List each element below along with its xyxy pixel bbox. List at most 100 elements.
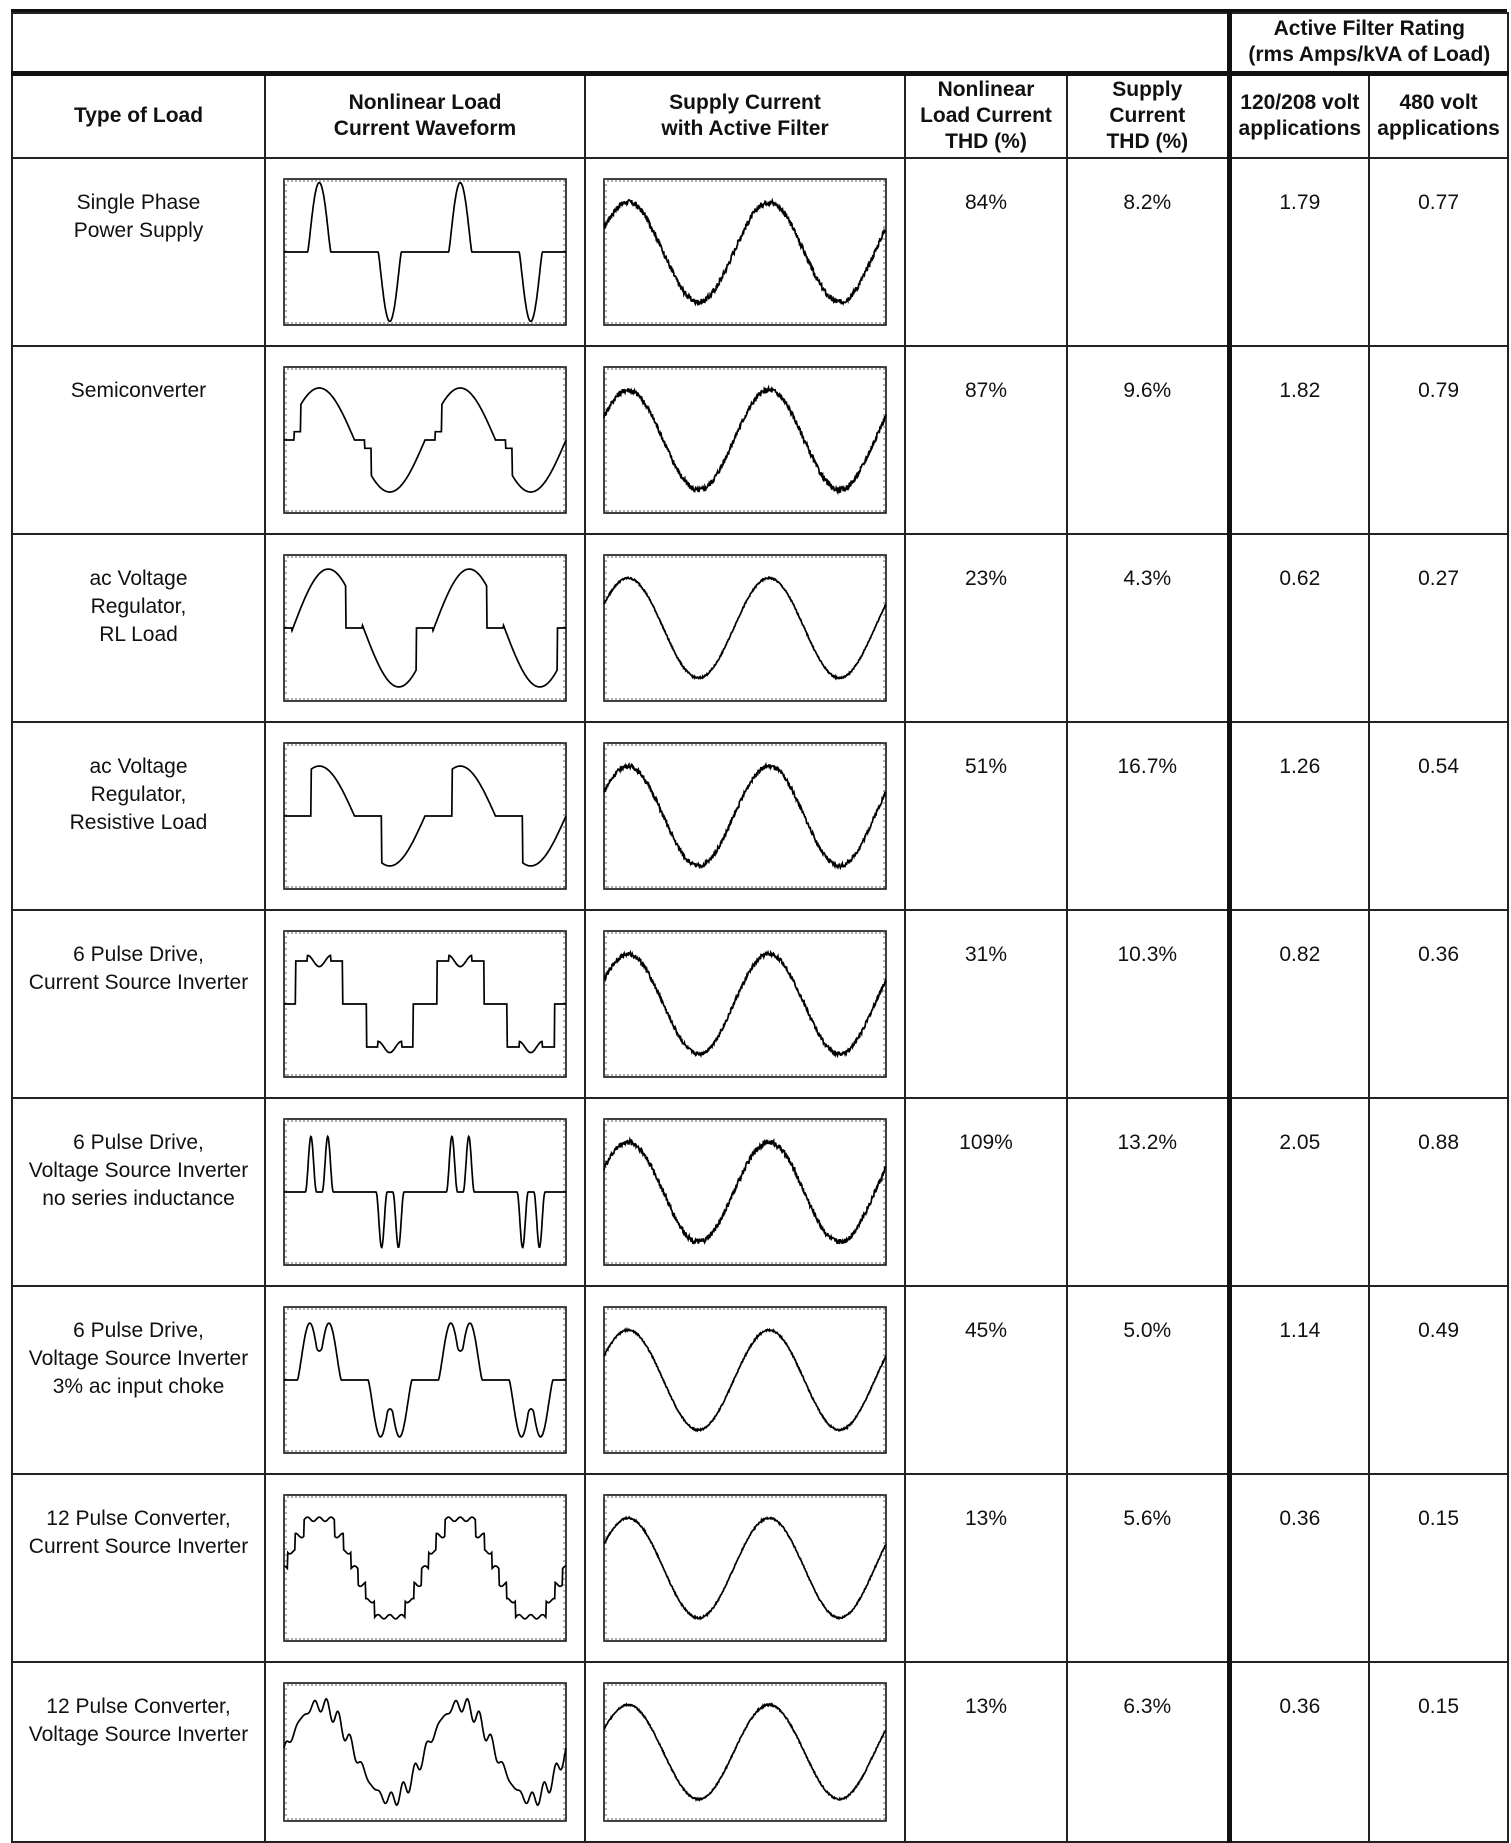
waveform-ticks [283, 1306, 566, 1453]
load-thd-cell: 45% [904, 1285, 1068, 1475]
load-type-cell: 12 Pulse Converter, Current Source Invert… [11, 1473, 266, 1663]
col-supply-thd-l1: Supply [1112, 78, 1183, 102]
rating-480-cell: 0.15 [1368, 1473, 1510, 1663]
header-blank-cell [10, 12, 1231, 74]
table-row: 12 Pulse Converter, Current Source Invert… [11, 1473, 1510, 1663]
supply-waveform [603, 178, 887, 326]
waveform-trace [603, 384, 887, 496]
waveform-trace [603, 1326, 887, 1433]
load-thd-cell: 13% [904, 1661, 1068, 1843]
rating-120-cell: 1.14 [1226, 1285, 1371, 1475]
col-supply-wave-l1: Supply Current [669, 91, 821, 115]
table-row: 6 Pulse Drive, Voltage Source Inverter no … [11, 1097, 1510, 1287]
load-waveform [283, 1494, 567, 1642]
load-type-line: Single Phase [76, 191, 201, 214]
supply-waveform [603, 554, 887, 702]
supply-waveform-cell [584, 533, 906, 723]
waveform-frame [603, 742, 887, 890]
load-waveform-cell [264, 1285, 586, 1475]
rating-group-line-2: (rms Amps/kVA of Load) [1248, 43, 1491, 67]
col-supply-wave-l2: with Active Filter [661, 117, 829, 141]
col-load-wave-l1: Nonlinear Load [348, 91, 502, 115]
table-row: ac Voltage Regulator, RL Load 23% 4.3% 0.62 0.… [11, 533, 1510, 723]
header-group-row: Active Filter Rating (rms Amps/kVA of Lo… [10, 12, 1510, 74]
load-type-line: Current Source Inverter [28, 1535, 249, 1558]
supply-waveform-cell [584, 1661, 906, 1843]
supply-waveform-cell [584, 1097, 906, 1287]
load-waveform-cell [264, 157, 586, 347]
waveform-ticks [283, 178, 566, 325]
load-waveform [283, 554, 567, 702]
waveform-trace [603, 575, 887, 681]
load-type-line: 6 Pulse Drive, [73, 943, 204, 966]
load-type-line: Power Supply [73, 219, 204, 242]
supply-thd-cell: 13.2% [1065, 1097, 1231, 1287]
table-row: ac Voltage Regulator, Resistive Load 51% 16.… [11, 721, 1510, 911]
rating-group-header: Active Filter Rating (rms Amps/kVA of Lo… [1226, 12, 1510, 74]
col-type-text: Type of Load [73, 104, 204, 128]
waveform-trace [284, 1322, 566, 1438]
load-type-cell: Single Phase Power Supply [11, 157, 266, 347]
load-type-cell: 6 Pulse Drive, Current Source Inverter [11, 909, 266, 1099]
waveform-frame [603, 1306, 887, 1454]
waveform-frame [603, 1118, 887, 1266]
col-load-thd: Nonlinear Load Current THD (%) [904, 70, 1068, 159]
supply-waveform-cell [584, 345, 906, 535]
waveform-trace [284, 1134, 566, 1249]
waveform-ticks [603, 1682, 886, 1822]
waveform-trace [284, 387, 567, 493]
load-type-line: ac Voltage [89, 755, 188, 778]
rating-480-cell: 0.54 [1368, 721, 1510, 911]
waveform-trace [603, 1701, 887, 1803]
load-thd-cell: 13% [904, 1473, 1068, 1663]
load-type-cell: Semiconverter [11, 345, 266, 535]
load-type-line: Voltage Source Inverter [28, 1723, 249, 1746]
waveform-frame [603, 366, 887, 514]
supply-waveform-cell [584, 157, 906, 347]
load-type-line: Voltage Source Inverter [28, 1347, 249, 1370]
load-waveform-cell [264, 1473, 586, 1663]
rating-480-cell: 0.36 [1368, 909, 1510, 1099]
waveform-ticks [603, 742, 886, 889]
load-thd-cell: 23% [904, 533, 1068, 723]
table-row: 6 Pulse Drive, Voltage Source Inverter 3% … [11, 1285, 1510, 1475]
load-type-line: RL Load [99, 623, 178, 646]
waveform-frame [603, 1682, 887, 1822]
load-type-line: Semiconverter [70, 379, 207, 402]
col-480-volt: 480 volt applications [1368, 70, 1510, 159]
waveform-ticks [603, 1306, 886, 1453]
load-type-line: ac Voltage [89, 567, 188, 590]
rating-120-cell: 2.05 [1226, 1097, 1371, 1287]
waveform-trace [284, 568, 566, 688]
col-supply-thd-l2: Current [1109, 104, 1186, 128]
supply-thd-cell: 10.3% [1065, 909, 1231, 1099]
load-waveform-cell [264, 721, 586, 911]
waveform-trace [283, 1697, 567, 1807]
waveform-trace [603, 1136, 887, 1245]
waveform-ticks [283, 1494, 566, 1641]
table-row: Single Phase Power Supply 84% 8.2% 1.79 0.77 [11, 157, 1510, 347]
waveform-ticks [603, 554, 886, 701]
load-waveform [283, 178, 567, 326]
table-top-border [11, 9, 1507, 14]
waveform-trace [283, 1516, 567, 1620]
waveform-frame [603, 554, 887, 702]
supply-thd-cell: 4.3% [1065, 533, 1231, 723]
load-type-line: 3% ac input choke [52, 1375, 225, 1398]
col-supply-thd-l3: THD (%) [1106, 130, 1189, 154]
waveform-ticks [283, 1118, 566, 1265]
waveform-trace [603, 761, 887, 871]
waveform-frame [603, 930, 887, 1078]
supply-waveform-cell [584, 1285, 906, 1475]
supply-waveform [603, 366, 887, 514]
load-type-line: 12 Pulse Converter, [46, 1507, 231, 1530]
supply-waveform [603, 1118, 887, 1266]
supply-thd-cell: 5.6% [1065, 1473, 1231, 1663]
load-type-cell: ac Voltage Regulator, RL Load [11, 533, 266, 723]
load-type-line: Regulator, [90, 595, 187, 618]
waveform-frame [283, 1494, 567, 1642]
rating-480-cell: 0.79 [1368, 345, 1510, 535]
load-thd-cell: 84% [904, 157, 1068, 347]
col-load-waveform: Nonlinear Load Current Waveform [264, 70, 586, 159]
col-load-wave-l2: Current Waveform [333, 117, 517, 141]
